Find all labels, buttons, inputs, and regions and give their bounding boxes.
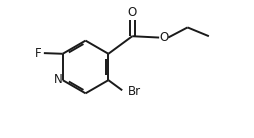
Text: O: O [128, 6, 137, 19]
Text: Br: Br [128, 85, 141, 98]
Text: N: N [54, 73, 62, 86]
Text: F: F [35, 47, 41, 60]
Text: O: O [159, 31, 168, 44]
